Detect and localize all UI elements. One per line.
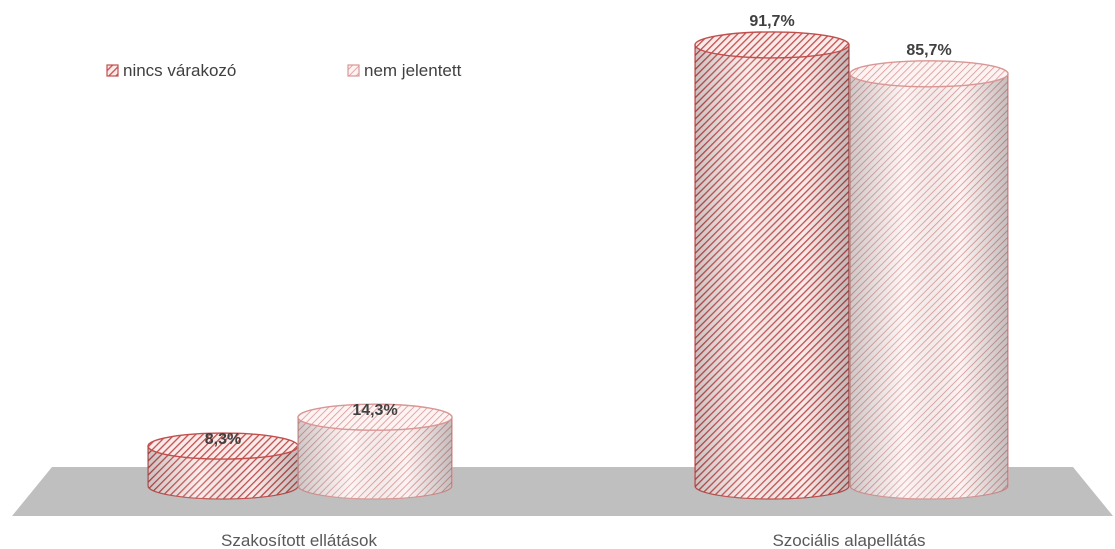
bar-top [849, 60, 1009, 88]
bar-top [297, 403, 453, 431]
data-label-1-1: 8,3% [205, 431, 241, 448]
data-label-2-1: 14,3% [352, 402, 397, 419]
data-labels-group: 8,3% 14,3% 91,7% 85,7% [205, 13, 952, 448]
category-label-1: Szakosított ellátások [221, 531, 377, 549]
legend-swatch-series-1 [106, 64, 119, 77]
legend-swatch-series-2 [347, 64, 360, 77]
bar-1-1 [147, 432, 299, 500]
data-label-1-2: 91,7% [749, 13, 794, 30]
bar-2-1 [297, 403, 453, 500]
bars-group [147, 31, 1009, 500]
category-label-2: Szociális alapellátás [772, 531, 925, 549]
bar-shading [850, 73, 1008, 500]
legend-label-series-2: nem jelentett [364, 61, 462, 80]
bar-2-2 [849, 60, 1009, 500]
bar-shading [695, 44, 849, 499]
legend: nincs várakozó nem jelentett [106, 61, 462, 80]
bar-shading [148, 446, 298, 499]
bar-1-2 [694, 31, 850, 500]
data-label-2-2: 85,7% [906, 42, 951, 59]
bar-shading [298, 417, 452, 499]
legend-label-series-1: nincs várakozó [123, 61, 236, 80]
bar-top [694, 31, 850, 59]
